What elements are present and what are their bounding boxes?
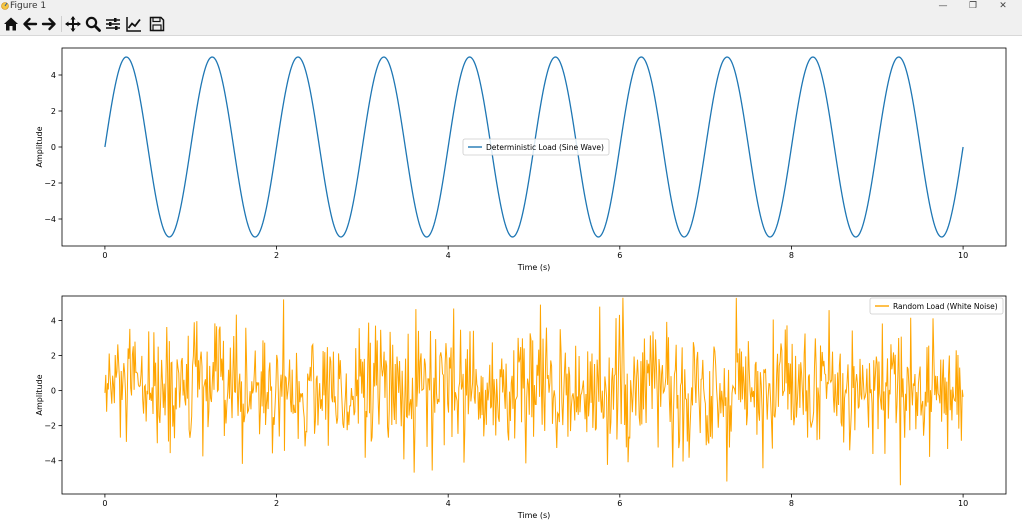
save-button[interactable]: [148, 15, 166, 33]
configure-subplots-button[interactable]: [104, 15, 122, 33]
back-button[interactable]: [21, 15, 39, 33]
window-title: Figure 1: [10, 1, 47, 11]
x-tick-label: 0: [102, 499, 107, 508]
x-tick-label: 10: [958, 251, 968, 260]
navigation-toolbar: [0, 13, 1022, 36]
y-tick-label: −2: [44, 179, 56, 188]
back-arrow-icon: [23, 17, 38, 31]
y-tick-label: 4: [51, 317, 56, 326]
forward-arrow-icon: [41, 17, 56, 31]
legend-box: [869, 297, 1004, 315]
x-tick-label: 4: [446, 251, 451, 260]
x-axis-label: Time (s): [517, 263, 551, 272]
axes-frame: [61, 295, 1007, 495]
series-line-white-noise: [104, 297, 964, 486]
save-icon: [149, 16, 165, 32]
y-tick-label: 2: [51, 107, 56, 116]
x-tick-label: 6: [617, 251, 622, 260]
x-tick-label: 10: [958, 499, 968, 508]
x-tick-label: 4: [446, 499, 451, 508]
legend-box: [462, 138, 610, 156]
restore-button[interactable]: ❐: [968, 1, 978, 11]
y-axis-label: Amplitude: [35, 126, 44, 167]
x-tick-label: 2: [274, 251, 279, 260]
window-titlebar: Figure 1 — ❐ ✕: [0, 0, 1022, 13]
x-axis-label: Time (s): [517, 511, 551, 520]
legend-label: Deterministic Load (Sine Wave): [486, 143, 604, 152]
subplot-2[interactable]: 0 2 4 6 8 10 −4 −2 0 2 4 Time (s) Amplitude Random Lo…: [35, 295, 1007, 520]
figure-canvas[interactable]: 0 2 4 6 8 10 −4 −2 0 2 4 Time (s) Amplitude Determini…: [0, 36, 1022, 528]
forward-button[interactable]: [40, 15, 58, 33]
edit-axis-button[interactable]: [125, 15, 143, 33]
matplotlib-logo-icon: [1, 2, 9, 10]
legend-label: Random Load (White Noise): [893, 302, 998, 311]
x-tick-label: 0: [102, 251, 107, 260]
y-tick-label: 0: [51, 387, 56, 396]
y-tick-label: 0: [51, 143, 56, 152]
zoom-icon: [85, 16, 101, 32]
pan-icon: [65, 16, 81, 32]
x-tick-label: 8: [789, 251, 794, 260]
y-tick-label: −2: [44, 422, 56, 431]
x-tick-label: 6: [617, 499, 622, 508]
x-tick-label: 8: [789, 499, 794, 508]
zoom-button[interactable]: [84, 15, 102, 33]
y-tick-label: −4: [44, 457, 56, 466]
y-tick-label: −4: [44, 215, 56, 224]
home-button[interactable]: [2, 15, 20, 33]
y-tick-label: 4: [51, 71, 56, 80]
x-tick-label: 2: [274, 499, 279, 508]
toolbar-separator: [61, 16, 62, 32]
legend[interactable]: Random Load (White Noise): [869, 297, 1004, 315]
y-tick-label: 2: [51, 352, 56, 361]
configure-subplots-icon: [106, 18, 120, 30]
y-axis-label: Amplitude: [35, 374, 44, 415]
home-icon: [4, 17, 18, 31]
minimize-button[interactable]: —: [938, 1, 948, 11]
edit-axis-icon: [126, 17, 141, 32]
legend[interactable]: Deterministic Load (Sine Wave): [462, 138, 610, 156]
subplot-1[interactable]: 0 2 4 6 8 10 −4 −2 0 2 4 Time (s) Amplitude Determini…: [35, 47, 1007, 272]
pan-button[interactable]: [64, 15, 82, 33]
close-button[interactable]: ✕: [999, 1, 1007, 11]
